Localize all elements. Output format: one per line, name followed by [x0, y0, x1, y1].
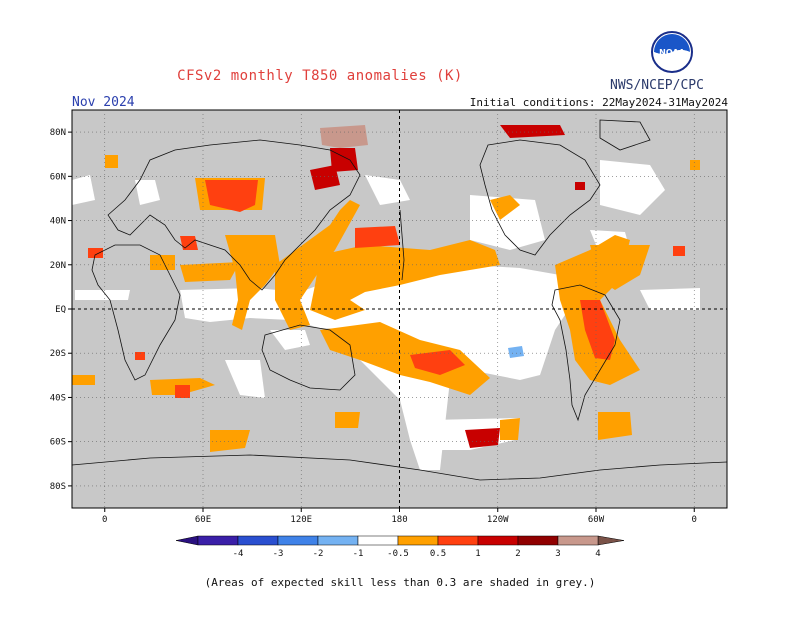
colorbar-bin [277, 535, 319, 546]
logo-text: NOAA [659, 48, 685, 57]
initial-conditions: Initial conditions: 22May2024-31May2024 [469, 96, 728, 109]
colorbar-label: -3 [273, 549, 284, 559]
lat-label: 20S [50, 349, 66, 359]
colorbar-bin [437, 535, 479, 546]
colorbar-bin [517, 535, 559, 546]
colorbar-bin [317, 535, 359, 546]
colorbar-label: -0.5 [387, 549, 409, 559]
noaa-logo: NOAA [651, 31, 693, 73]
coastlines [72, 119, 727, 481]
colorbar-label: 4 [595, 549, 600, 559]
colorbar-label: -2 [313, 549, 324, 559]
forecast-month: Nov 2024 [72, 95, 135, 110]
colorbar-label: -4 [233, 549, 244, 559]
colorbar: -4 -3 -2 -1 -0.5 0.5 1 2 3 4 [175, 535, 625, 559]
lat-label: 80S [50, 482, 66, 492]
lon-label: 0 [102, 515, 107, 525]
colorbar-label: 0.5 [430, 549, 446, 559]
colorbar-low-arrow [175, 535, 199, 546]
darkred-regions [310, 125, 585, 448]
lon-label: 180 [391, 515, 407, 525]
lon-label: 60E [195, 515, 211, 525]
colorbar-bin [477, 535, 519, 546]
blue-regions [508, 346, 524, 358]
lon-label: 120E [290, 515, 312, 525]
lat-label: 60N [50, 172, 66, 182]
pink-regions [320, 125, 368, 148]
agency-label: NWS/NCEP/CPC [610, 78, 704, 93]
colorbar-label: -1 [353, 549, 364, 559]
colorbar-bin [557, 535, 599, 546]
lat-label: 40N [50, 217, 66, 227]
lat-label: 40S [50, 393, 66, 403]
lon-label: 0 [692, 515, 697, 525]
colorbar-high-arrow [597, 535, 625, 546]
skill-footnote: (Areas of expected skill less than 0.3 a… [204, 576, 596, 589]
red-regions [88, 180, 685, 398]
lat-label: 80N [50, 128, 66, 138]
colorbar-label: 1 [475, 549, 480, 559]
colorbar-bin [237, 535, 279, 546]
longitude-labels: 0 60E 120E 180 120W 60W 0 [102, 515, 697, 525]
lat-label: EQ [55, 305, 66, 315]
colorbar-label: 2 [515, 549, 520, 559]
colorbar-bin [357, 535, 399, 546]
graticule [68, 110, 727, 512]
lon-label: 60W [588, 515, 605, 525]
latitude-labels: 80N 60N 40N 20N EQ 20S 40S 60S 80S [50, 128, 66, 492]
colorbar-bin [397, 535, 439, 546]
lat-label: 20N [50, 261, 66, 271]
lon-label: 120W [487, 515, 509, 525]
map-title: CFSv2 monthly T850 anomalies (K) [177, 68, 463, 84]
colorbar-bin [197, 535, 239, 546]
lat-label: 60S [50, 438, 66, 448]
colorbar-label: 3 [555, 549, 560, 559]
